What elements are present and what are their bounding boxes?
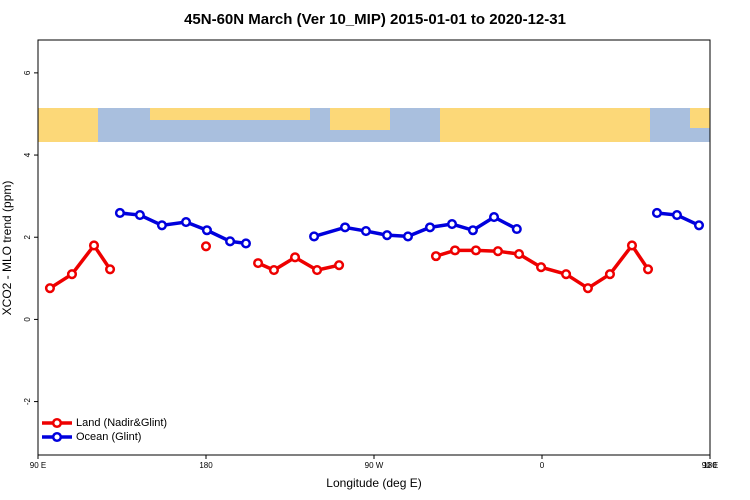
data-point — [449, 245, 461, 256]
y-tick-label: -2 — [23, 397, 32, 405]
legend-label: Ocean (Glint) — [76, 431, 141, 443]
data-point — [626, 240, 638, 251]
data-point — [312, 265, 323, 276]
data-point — [402, 231, 414, 242]
data-point — [253, 258, 264, 269]
data-point — [424, 222, 436, 233]
data-point — [105, 264, 116, 275]
data-point — [134, 209, 145, 221]
data-point — [66, 269, 78, 280]
x-tick-label: 180 — [199, 461, 213, 470]
data-point — [289, 252, 301, 263]
data-point — [467, 225, 478, 236]
x-axis-label: Longitude (deg E) — [326, 476, 421, 490]
data-point — [651, 207, 663, 219]
plot-frame — [37, 39, 711, 456]
x-tick-label: 90 W — [365, 461, 384, 470]
data-point — [582, 283, 593, 294]
legend-label: Land (Nadir&Glint) — [76, 417, 167, 429]
data-point — [334, 260, 345, 271]
data-point — [225, 236, 236, 247]
x-tick-label: 90 E — [702, 461, 718, 470]
legend-marker — [51, 431, 63, 443]
y-tick-label: 4 — [23, 152, 32, 157]
data-point — [536, 262, 547, 273]
data-point — [156, 220, 167, 231]
x-tick-label: 0 — [540, 461, 545, 470]
data-point — [201, 225, 212, 236]
data-point — [309, 231, 320, 242]
data-point — [446, 219, 458, 230]
data-point — [604, 269, 615, 280]
y-tick-label: 0 — [23, 317, 32, 322]
map-strip — [38, 108, 710, 142]
data-point — [44, 283, 55, 294]
data-point — [511, 223, 522, 235]
data-point — [561, 269, 572, 280]
data-point — [268, 265, 279, 276]
data-point — [470, 245, 481, 256]
series-line — [49, 242, 650, 291]
data-point — [88, 240, 100, 251]
y-tick-label: 6 — [23, 70, 32, 75]
data-point — [430, 251, 442, 262]
data-point — [200, 241, 212, 252]
data-point — [360, 226, 372, 237]
data-point — [693, 220, 705, 231]
x-tick-label: 180 — [703, 461, 717, 470]
data-point — [240, 238, 251, 249]
legend-marker — [51, 417, 63, 429]
data-point — [382, 230, 393, 241]
data-point — [492, 246, 503, 257]
data-point — [642, 264, 654, 275]
data-point — [114, 207, 125, 219]
data-point — [513, 249, 525, 260]
data-point — [180, 216, 192, 228]
data-point — [340, 222, 351, 233]
x-tick-label: 90 E — [30, 461, 46, 470]
y-tick-label: 2 — [23, 234, 32, 239]
data-point — [671, 209, 683, 221]
chart-title: 45N-60N March (Ver 10_MIP) 2015-01-01 to… — [184, 11, 566, 28]
y-axis-label: XCO2 - MLO trend (ppm) — [0, 181, 14, 316]
data-point — [488, 212, 500, 223]
